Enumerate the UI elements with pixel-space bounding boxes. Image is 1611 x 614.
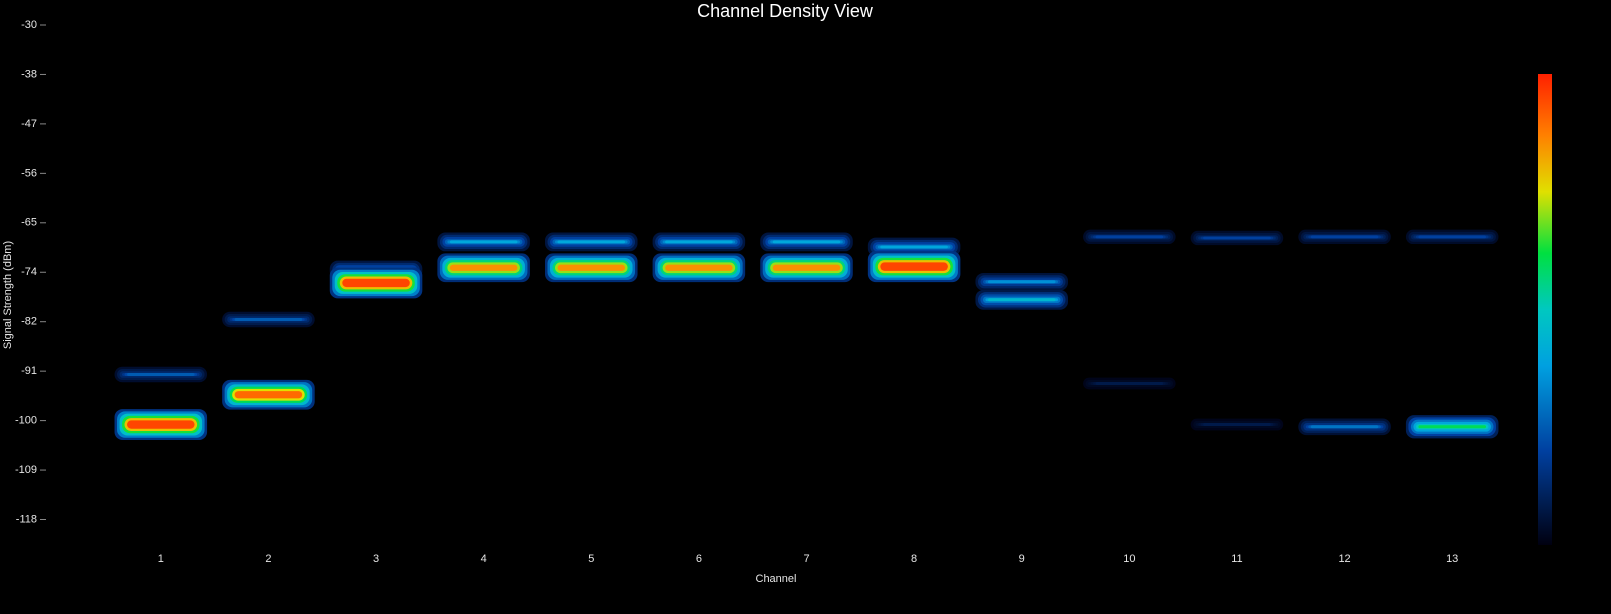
- density-layer: [665, 240, 733, 244]
- x-tick-label: 2: [265, 553, 271, 565]
- y-tick-label: -82: [21, 316, 37, 328]
- x-tick-label: 10: [1123, 553, 1135, 565]
- density-layer: [665, 264, 733, 271]
- density-layer: [772, 264, 841, 271]
- density-layer: [234, 317, 303, 321]
- density-cell: [222, 311, 315, 328]
- color-bar: [1538, 74, 1552, 545]
- density-layer: [449, 240, 518, 244]
- y-tick-label: -47: [21, 118, 37, 130]
- density-cell: [437, 253, 530, 283]
- x-tick-label: 13: [1446, 553, 1458, 565]
- density-cell: [1083, 229, 1176, 245]
- density-layer: [987, 280, 1056, 284]
- density-cell: [1298, 229, 1391, 245]
- density-cell: [1298, 418, 1391, 436]
- density-cell: [867, 251, 961, 283]
- chart-title: Channel Density View: [697, 1, 874, 21]
- density-layer: [127, 420, 195, 429]
- x-tick-label: 4: [481, 553, 487, 565]
- x-tick-label: 3: [373, 553, 379, 565]
- density-cell: [867, 237, 961, 257]
- density-layer: [234, 391, 303, 399]
- density-layer: [880, 245, 948, 249]
- y-tick-label: -65: [21, 217, 37, 229]
- density-layer: [772, 240, 841, 244]
- y-tick-label: -30: [21, 19, 37, 31]
- density-layer: [987, 298, 1056, 302]
- density-layer: [342, 278, 410, 288]
- y-tick-label: -100: [15, 415, 37, 427]
- y-tick-label: -38: [21, 68, 37, 80]
- y-tick-label: -91: [21, 365, 37, 377]
- density-layer: [1203, 236, 1271, 240]
- density-cell: [544, 232, 638, 252]
- x-tick-label: 6: [696, 553, 702, 565]
- density-cell: [1405, 415, 1499, 439]
- x-tick-label: 9: [1019, 553, 1025, 565]
- x-tick-label: 7: [803, 553, 809, 565]
- y-tick-label: -109: [15, 464, 37, 476]
- x-tick-label: 8: [911, 553, 917, 565]
- x-tick-label: 1: [158, 553, 164, 565]
- density-cell: [760, 253, 853, 283]
- density-layer: [1310, 235, 1379, 239]
- density-cell: [760, 232, 853, 252]
- density-cell: [975, 272, 1069, 291]
- density-cell: [652, 232, 746, 252]
- density-layer: [1418, 425, 1486, 429]
- density-layer: [1310, 425, 1379, 429]
- density-cell: [437, 232, 530, 252]
- density-cell: [1083, 377, 1176, 390]
- density-cell: [652, 253, 746, 283]
- density-cell: [975, 289, 1069, 310]
- density-layer: [449, 264, 518, 271]
- density-cell: [329, 267, 423, 299]
- density-layer: [557, 240, 626, 244]
- x-tick-label: 5: [588, 553, 594, 565]
- density-layer: [880, 262, 948, 271]
- density-layer: [1203, 423, 1271, 427]
- density-cell: [1190, 418, 1284, 431]
- density-layer: [1418, 235, 1486, 239]
- y-tick-label: -56: [21, 167, 37, 179]
- density-layer: [1095, 382, 1164, 386]
- y-axis-label: Signal Strength (dBm): [2, 241, 14, 349]
- y-tick-label: -74: [21, 266, 37, 278]
- x-tick-label: 11: [1231, 553, 1242, 565]
- density-cell: [544, 253, 638, 283]
- density-cell: [222, 379, 315, 410]
- density-cell: [114, 409, 208, 440]
- x-axis-label: Channel: [756, 573, 797, 585]
- y-tick-label: -118: [16, 513, 37, 525]
- density-layer: [1095, 235, 1164, 239]
- density-cell: [1190, 230, 1284, 246]
- density-layer: [557, 264, 626, 271]
- density-cell: [1405, 229, 1499, 245]
- density-cell: [114, 366, 208, 383]
- density-layer: [127, 373, 195, 377]
- x-tick-label: 12: [1338, 553, 1350, 565]
